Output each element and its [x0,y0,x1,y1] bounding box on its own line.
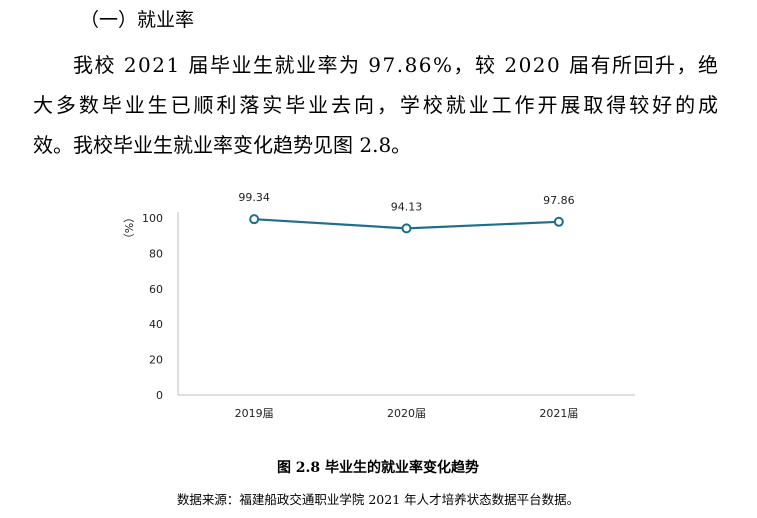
y-tick-label: 60 [149,283,163,296]
data-point [553,216,564,227]
data-point [249,214,260,225]
paragraph-line: 效。我校毕业生就业率变化趋势见图 2.8。 [33,133,411,157]
data-label: 97.86 [543,194,575,207]
y-axis-label: （%） [122,212,135,244]
x-tick-label: 2019届 [235,407,274,420]
section-title: （一）就业率 [80,9,194,31]
data-label: 99.34 [238,191,270,204]
y-tick-label: 100 [142,212,163,225]
y-tick-label: 40 [149,318,163,331]
x-tick-label: 2021届 [539,407,578,420]
caption: 图 2.8 毕业生的就业率变化趋势 [277,459,479,476]
data-point [401,223,412,234]
y-tick-label: 0 [156,389,163,402]
source-note: 数据来源：福建船政交通职业学院 2021 年人才培养状态数据平台数据。 [177,492,579,507]
paragraph-line: 我校 2021 届毕业生就业率为 97.86%，较 2020 届有所回升，绝 [73,53,718,77]
y-tick-label: 20 [149,354,163,367]
x-tick-label: 2020届 [387,407,426,420]
paragraph-line: 大多数毕业生已顺利落实毕业去向，学校就业工作开展取得较好的成 [33,93,718,117]
data-label: 94.13 [391,200,423,213]
y-tick-label: 80 [149,247,163,260]
